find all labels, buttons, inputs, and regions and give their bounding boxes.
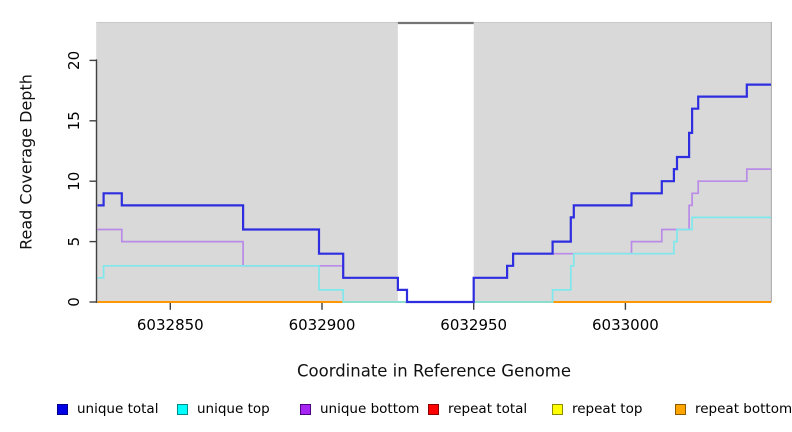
y-tick-label: 10 bbox=[65, 172, 83, 191]
x-tick-label: 6032900 bbox=[289, 316, 356, 334]
y-tick-label: 20 bbox=[65, 51, 83, 70]
y-tick-label: 0 bbox=[65, 297, 83, 307]
y-tick-label: 5 bbox=[65, 237, 83, 247]
series-unique-top bbox=[97, 216, 771, 303]
x-tick-label: 6032850 bbox=[137, 316, 204, 334]
x-axis-title: Coordinate in Reference Genome bbox=[296, 361, 572, 381]
series-unique-total bbox=[97, 83, 771, 304]
coverage-gap-band bbox=[397, 22, 474, 303]
y-tick-label: 15 bbox=[65, 111, 83, 130]
y-axis-title: Read Coverage Depth bbox=[16, 74, 36, 250]
x-tick-label: 6033000 bbox=[592, 316, 659, 334]
x-tick-label: 6032950 bbox=[440, 316, 507, 334]
